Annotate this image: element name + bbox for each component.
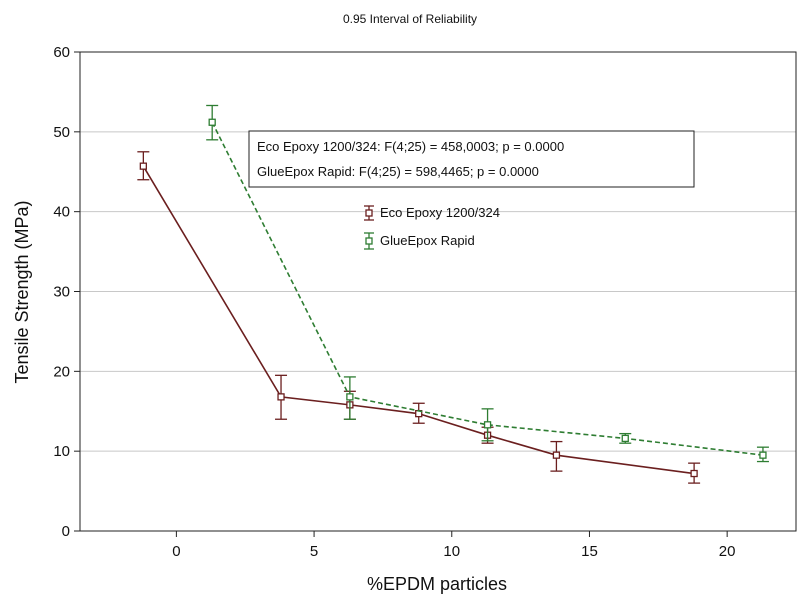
series-layer bbox=[137, 104, 769, 484]
x-tick-label: 15 bbox=[581, 543, 598, 560]
data-point-glue bbox=[759, 451, 767, 459]
stats-box-frame bbox=[248, 130, 695, 188]
x-tick-label: 10 bbox=[443, 543, 460, 560]
y-tick-label: 60 bbox=[53, 44, 70, 61]
data-point-eco bbox=[690, 469, 698, 478]
y-tick-label: 40 bbox=[53, 204, 70, 221]
chart-title: 0.95 Interval of Reliability bbox=[343, 12, 477, 26]
data-point-glue bbox=[346, 393, 354, 401]
y-tick-label: 0 bbox=[62, 523, 70, 540]
legend-marker-glue bbox=[365, 237, 373, 245]
data-point-glue bbox=[621, 434, 629, 443]
legend-label-glue: GlueEpox Rapid bbox=[380, 233, 475, 248]
y-tick-label: 50 bbox=[53, 124, 70, 141]
data-point-glue bbox=[208, 118, 216, 126]
legend-label-eco: Eco Epoxy 1200/324 bbox=[380, 205, 500, 220]
stats-line-glue: GlueEpox Rapid: F(4;25) = 598,4465; p = … bbox=[257, 164, 539, 179]
y-axis: 0 10 20 30 40 50 60 bbox=[53, 44, 80, 540]
data-point-eco bbox=[139, 162, 147, 170]
y-tick-label: 20 bbox=[53, 363, 70, 380]
legend-item-glue: GlueEpox Rapid bbox=[364, 232, 475, 250]
stats-line-eco: Eco Epoxy 1200/324: F(4;25) = 458,0003; … bbox=[257, 139, 564, 154]
legend-marker-eco bbox=[365, 209, 373, 217]
x-axis: 0 5 10 15 20 bbox=[172, 531, 735, 560]
stats-box: Eco Epoxy 1200/324: F(4;25) = 458,0003; … bbox=[248, 130, 695, 188]
series-line-glue bbox=[211, 121, 764, 456]
y-tick-label: 10 bbox=[53, 443, 70, 460]
data-point-glue bbox=[483, 421, 492, 429]
data-point-eco bbox=[277, 393, 285, 401]
x-tick-label: 5 bbox=[310, 543, 318, 560]
x-tick-label: 20 bbox=[719, 543, 736, 560]
legend: Eco Epoxy 1200/324 GlueEpox Rapid bbox=[364, 205, 500, 250]
y-axis-label: Tensile Strength (MPa) bbox=[12, 200, 32, 383]
y-tick-label: 30 bbox=[53, 284, 70, 301]
x-axis-label: %EPDM particles bbox=[367, 574, 507, 594]
data-point-eco bbox=[552, 451, 561, 459]
x-tick-label: 0 bbox=[172, 543, 180, 560]
legend-item-eco: Eco Epoxy 1200/324 bbox=[364, 205, 500, 221]
